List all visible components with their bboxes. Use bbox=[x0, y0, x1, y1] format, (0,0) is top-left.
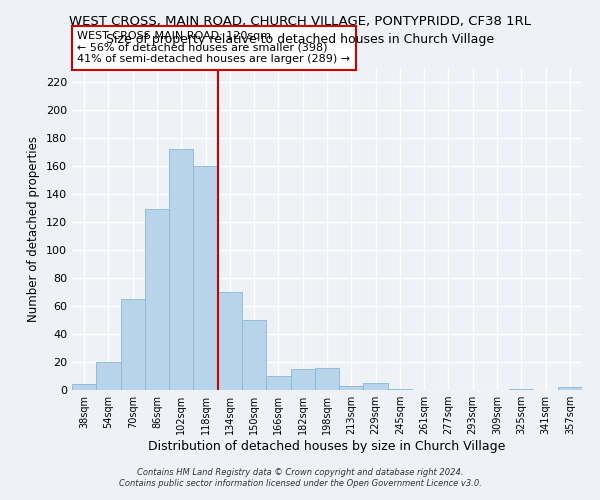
Bar bbox=[169, 149, 193, 390]
Bar bbox=[145, 209, 169, 390]
X-axis label: Distribution of detached houses by size in Church Village: Distribution of detached houses by size … bbox=[148, 440, 506, 453]
Bar bbox=[509, 388, 533, 390]
Bar bbox=[290, 369, 315, 390]
Bar bbox=[388, 388, 412, 390]
Bar bbox=[72, 384, 96, 390]
Bar bbox=[96, 362, 121, 390]
Bar bbox=[339, 386, 364, 390]
Bar bbox=[193, 166, 218, 390]
Bar bbox=[242, 320, 266, 390]
Bar bbox=[558, 387, 582, 390]
Bar bbox=[266, 376, 290, 390]
Text: WEST CROSS MAIN ROAD: 120sqm
← 56% of detached houses are smaller (398)
41% of s: WEST CROSS MAIN ROAD: 120sqm ← 56% of de… bbox=[77, 31, 350, 64]
Bar bbox=[121, 299, 145, 390]
Y-axis label: Number of detached properties: Number of detached properties bbox=[28, 136, 40, 322]
Text: Size of property relative to detached houses in Church Village: Size of property relative to detached ho… bbox=[106, 32, 494, 46]
Text: Contains HM Land Registry data © Crown copyright and database right 2024.
Contai: Contains HM Land Registry data © Crown c… bbox=[119, 468, 481, 487]
Text: WEST CROSS, MAIN ROAD, CHURCH VILLAGE, PONTYPRIDD, CF38 1RL: WEST CROSS, MAIN ROAD, CHURCH VILLAGE, P… bbox=[69, 15, 531, 28]
Bar bbox=[218, 292, 242, 390]
Bar bbox=[315, 368, 339, 390]
Bar bbox=[364, 383, 388, 390]
